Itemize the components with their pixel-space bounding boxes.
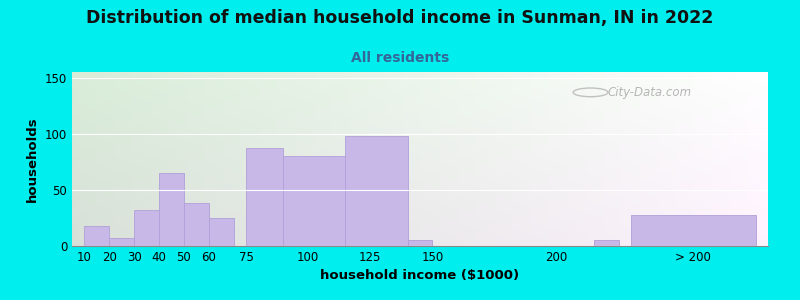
Text: City-Data.com: City-Data.com <box>608 86 692 99</box>
Text: All residents: All residents <box>351 51 449 65</box>
Bar <box>407 240 433 246</box>
Bar <box>85 226 110 246</box>
Y-axis label: households: households <box>26 116 39 202</box>
Bar <box>631 214 755 246</box>
Bar <box>110 238 134 246</box>
Bar <box>246 148 283 246</box>
Bar <box>209 218 234 246</box>
Bar <box>184 203 209 246</box>
X-axis label: household income ($1000): household income ($1000) <box>321 269 519 282</box>
Text: Distribution of median household income in Sunman, IN in 2022: Distribution of median household income … <box>86 9 714 27</box>
Bar <box>346 136 407 246</box>
Bar <box>594 240 619 246</box>
Bar <box>159 173 184 246</box>
Bar <box>283 156 346 246</box>
Bar <box>134 210 159 246</box>
